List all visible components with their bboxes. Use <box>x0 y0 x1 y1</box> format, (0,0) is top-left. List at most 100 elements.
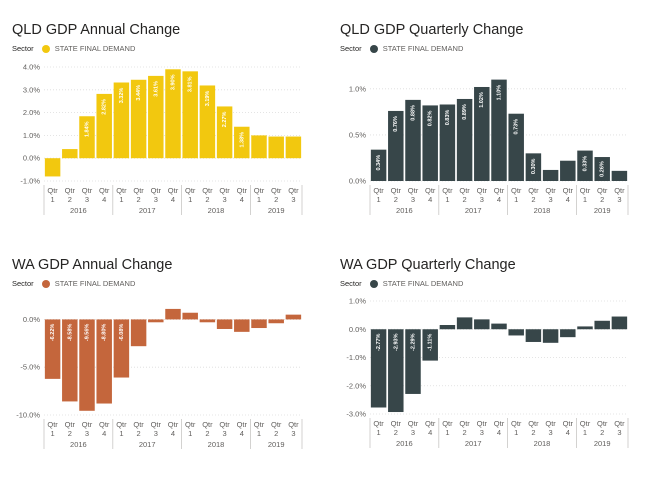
data-label: -2.93% <box>393 333 399 351</box>
x-tick-label: Qtr <box>459 186 470 195</box>
year-label: 2017 <box>139 440 156 449</box>
x-tick-label: Qtr <box>442 419 453 428</box>
data-label: 0.34% <box>376 155 382 171</box>
data-label: 3.90% <box>170 74 176 90</box>
y-tick-label: 1.0% <box>23 131 40 140</box>
x-tick-label: Qtr <box>99 420 110 429</box>
x-tick-label: Qtr <box>82 420 93 429</box>
legend-swatch <box>41 44 50 53</box>
data-label: 0.88% <box>410 105 416 121</box>
x-tick-label: 2 <box>137 429 141 438</box>
bar <box>62 319 78 402</box>
legend: Sector STATE FINAL DEMAND <box>340 44 463 53</box>
year-label: 2018 <box>208 440 225 449</box>
bar <box>422 329 438 361</box>
x-tick-label: Qtr <box>511 186 522 195</box>
x-tick-label: 1 <box>188 429 192 438</box>
bar <box>165 308 181 320</box>
bar <box>113 319 130 378</box>
x-tick-label: 4 <box>102 429 106 438</box>
x-tick-label: Qtr <box>271 186 282 195</box>
year-label: 2019 <box>594 206 611 215</box>
bar <box>439 325 456 330</box>
x-tick-label: 2 <box>205 195 209 204</box>
x-tick-label: Qtr <box>580 186 591 195</box>
x-tick-label: 3 <box>291 429 295 438</box>
legend-series-name: STATE FINAL DEMAND <box>382 44 464 53</box>
x-tick-label: Qtr <box>580 419 591 428</box>
chart-title: WA GDP Annual Change <box>12 257 173 273</box>
y-tick-label: -10.0% <box>16 411 40 420</box>
bar <box>113 82 130 159</box>
x-tick-label: 3 <box>223 195 227 204</box>
data-label: 1.84% <box>84 121 90 137</box>
bar <box>96 93 112 159</box>
x-tick-label: 4 <box>171 195 175 204</box>
bar <box>130 79 147 159</box>
x-tick-label: Qtr <box>545 186 556 195</box>
x-tick-label: Qtr <box>202 420 213 429</box>
y-tick-label: -1.0% <box>346 353 366 362</box>
y-tick-label: 0.0% <box>23 315 40 324</box>
x-tick-label: 3 <box>549 428 553 437</box>
x-tick-label: 2 <box>205 429 209 438</box>
x-tick-label: 4 <box>171 429 175 438</box>
data-label: -6.22% <box>50 324 56 342</box>
bar <box>611 316 628 330</box>
bar <box>491 323 507 330</box>
y-tick-label: 0.0% <box>23 154 40 163</box>
bar <box>216 319 233 329</box>
data-label: -8.80% <box>102 324 108 342</box>
x-tick-label: Qtr <box>477 419 488 428</box>
x-tick-label: Qtr <box>133 420 144 429</box>
bar <box>456 98 473 181</box>
bar <box>96 319 112 404</box>
x-tick-label: Qtr <box>47 186 58 195</box>
x-tick-label: Qtr <box>528 419 539 428</box>
x-tick-label: Qtr <box>563 419 574 428</box>
x-tick-label: 1 <box>377 428 381 437</box>
bar <box>148 319 164 323</box>
data-label: 3.61% <box>153 81 159 97</box>
bar <box>285 314 302 320</box>
year-label: 2019 <box>268 440 285 449</box>
x-tick-label: 4 <box>566 428 570 437</box>
legend-series-name: STATE FINAL DEMAND <box>54 44 136 53</box>
legend-swatch <box>369 279 378 288</box>
x-tick-label: 3 <box>223 429 227 438</box>
year-label: 2016 <box>70 206 87 215</box>
chart-plot: -3.0% -2.0% -1.0% 0.0% 1.0% -2.77% -2.93% -2.29… <box>346 297 629 448</box>
x-tick-label: 4 <box>566 195 570 204</box>
data-label: 2.27% <box>222 112 228 128</box>
data-label: 0.33% <box>582 156 588 172</box>
bar <box>474 319 490 330</box>
x-tick-label: Qtr <box>373 186 384 195</box>
chart-plot: -1.0% 0.0% 1.0% 2.0% 3.0% 4.0% 1.84% 2.82% 3.32%… <box>20 63 303 215</box>
bar <box>577 326 593 330</box>
y-tick-label: 1.0% <box>349 84 366 93</box>
legend: Sector STATE FINAL DEMAND <box>12 44 135 53</box>
y-tick-label: 0.0% <box>349 325 366 334</box>
bar <box>268 319 284 324</box>
legend-label: Sector <box>340 44 362 53</box>
x-tick-label: 2 <box>600 428 604 437</box>
data-label: 1.38% <box>239 132 245 148</box>
x-tick-label: 1 <box>445 428 449 437</box>
bar <box>251 319 267 329</box>
bar <box>79 319 95 411</box>
data-label: 0.83% <box>445 110 451 126</box>
data-label: 0.82% <box>428 111 434 127</box>
bar <box>44 319 61 379</box>
x-tick-label: 3 <box>85 429 89 438</box>
bar <box>234 126 250 159</box>
chart-plot: 0.0% 0.5% 1.0% 0.34% 0.76% 0.88% 0.82% 0.83% 0.8… <box>349 79 629 215</box>
bar <box>251 135 267 159</box>
data-label: 3.19% <box>205 91 211 107</box>
x-tick-label: 3 <box>85 195 89 204</box>
data-label: 0.76% <box>393 116 399 132</box>
x-tick-label: Qtr <box>597 419 608 428</box>
x-tick-label: 3 <box>480 195 484 204</box>
bar <box>439 104 456 181</box>
x-tick-label: Qtr <box>219 420 230 429</box>
x-tick-label: Qtr <box>271 420 282 429</box>
